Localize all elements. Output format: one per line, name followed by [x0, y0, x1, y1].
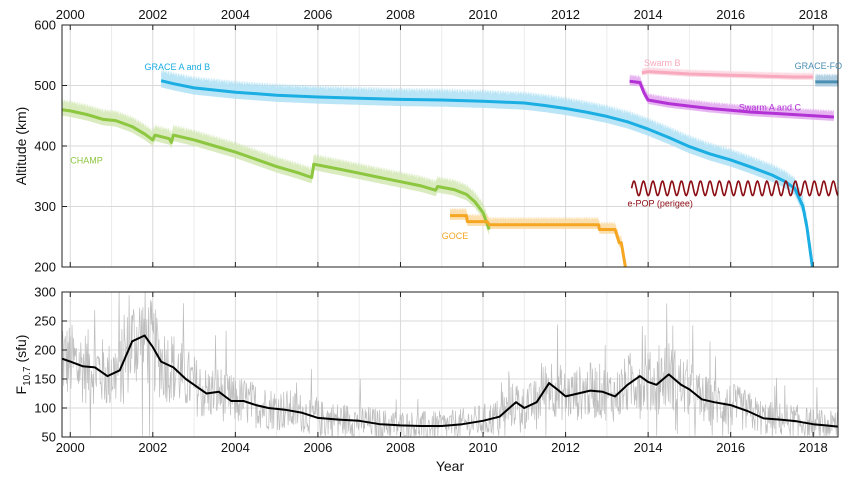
altitude-xtick-label: 2004 [221, 7, 250, 22]
f107-axes-frame [61, 291, 839, 438]
f107-ylabel-main: F [13, 386, 29, 395]
altitude-ytick-label: 300 [34, 199, 56, 214]
f107-ytick-label: 300 [34, 285, 56, 300]
f107-y-axis-label: F10.7 (sfu) [13, 335, 33, 395]
altitude-xtick-label: 2000 [56, 7, 85, 22]
f107-ytick-label: 100 [34, 401, 56, 416]
f107-xtick-label: 2010 [469, 440, 498, 455]
altitude-xtick-label: 2012 [551, 7, 580, 22]
f107-xtick-label: 2018 [799, 440, 828, 455]
altitude-plot-area [62, 66, 838, 267]
f107-daily-values [62, 292, 838, 437]
altitude-y-axis-label: Altitude (km) [13, 107, 29, 186]
goce-line [450, 214, 627, 267]
grace-fo-label: GRACE-FO [795, 61, 843, 71]
swarm-b-label: Swarm B [644, 58, 681, 68]
f107-xtick-label: 2014 [634, 440, 663, 455]
altitude-series-lines [62, 70, 838, 267]
altitude-ytick-label: 500 [34, 78, 56, 93]
f107-ylabel-unit: (sfu) [13, 335, 29, 367]
grace-a-and-b-band [161, 69, 813, 267]
f107-xtick-label: 2002 [138, 440, 167, 455]
f107-x-ticks: 2000 2002 2004 2006 2008 2010 2012 2014 2016 2018 [56, 292, 828, 455]
altitude-xtick-label: 2018 [799, 7, 828, 22]
e-pop-perigee-line [630, 180, 838, 197]
f107-smoothed-line [62, 334, 838, 428]
f107-daily-line [62, 292, 838, 437]
altitude-xtick-label: 2016 [716, 7, 745, 22]
f107-panel: 2000 2002 2004 2006 2008 2010 2012 2014 2016 2018… [13, 285, 839, 474]
altitude-xtick-label: 2006 [303, 7, 332, 22]
f107-y-ticks: 50 100 150 200 250 300 [34, 285, 67, 445]
champ-label: CHAMP [70, 156, 103, 166]
altitude-top-x-ticks: 2000 2002 2004 2006 2008 2010 2012 2014 2016 2018 [56, 7, 828, 267]
altitude-series-labels: CHAMP GRACE A and B GRACE-FO Swarm B Swarm A… [70, 58, 842, 241]
swarm-a-and-c-line [629, 79, 834, 119]
altitude-xtick-label: 2002 [138, 7, 167, 22]
altitude-uncertainty-bands [62, 66, 838, 267]
goce-label: GOCE [442, 231, 469, 241]
f107-xtick-label: 2004 [221, 440, 250, 455]
f107-smoothed-lines [62, 334, 838, 428]
goce-band [450, 207, 626, 267]
grace-fo-band [815, 73, 838, 87]
altitude-ytick-label: 400 [34, 139, 56, 154]
x-axis-label: Year [436, 458, 465, 474]
altitude-xtick-label: 2008 [386, 7, 415, 22]
altitude-xtick-label: 2014 [634, 7, 663, 22]
swarm-a-and-c-band [629, 74, 834, 121]
altitude-xtick-label: 2010 [469, 7, 498, 22]
f107-ytick-label: 250 [34, 314, 56, 329]
f107-ylabel-subscript: 10.7 [22, 366, 33, 386]
champ-line [62, 108, 491, 231]
altitude-y-ticks: 200 300 400 500 600 [34, 18, 67, 275]
f107-xtick-label: 2000 [56, 440, 85, 455]
grace-a-and-b-label: GRACE A and B [145, 62, 211, 72]
f107-xtick-label: 2012 [551, 440, 580, 455]
f107-ytick-label: 50 [42, 430, 56, 445]
f107-ytick-label: 200 [34, 343, 56, 358]
swarm-a-and-c-label: Swarm A and C [739, 102, 802, 112]
f107-ytick-label: 150 [34, 372, 56, 387]
f107-plot-area [62, 292, 838, 437]
f107-xtick-label: 2008 [386, 440, 415, 455]
e-pop-perigee-label: e-POP (perigee) [627, 199, 692, 209]
swarm-b-line [641, 70, 814, 79]
altitude-panel: 2000 2002 2004 2006 2008 2010 2012 2014 2016 2018… [13, 7, 842, 275]
f107-xtick-label: 2006 [303, 440, 332, 455]
f107-xtick-label: 2016 [716, 440, 745, 455]
altitude-ytick-label: 200 [34, 260, 56, 275]
altitude-ytick-label: 600 [34, 18, 56, 33]
